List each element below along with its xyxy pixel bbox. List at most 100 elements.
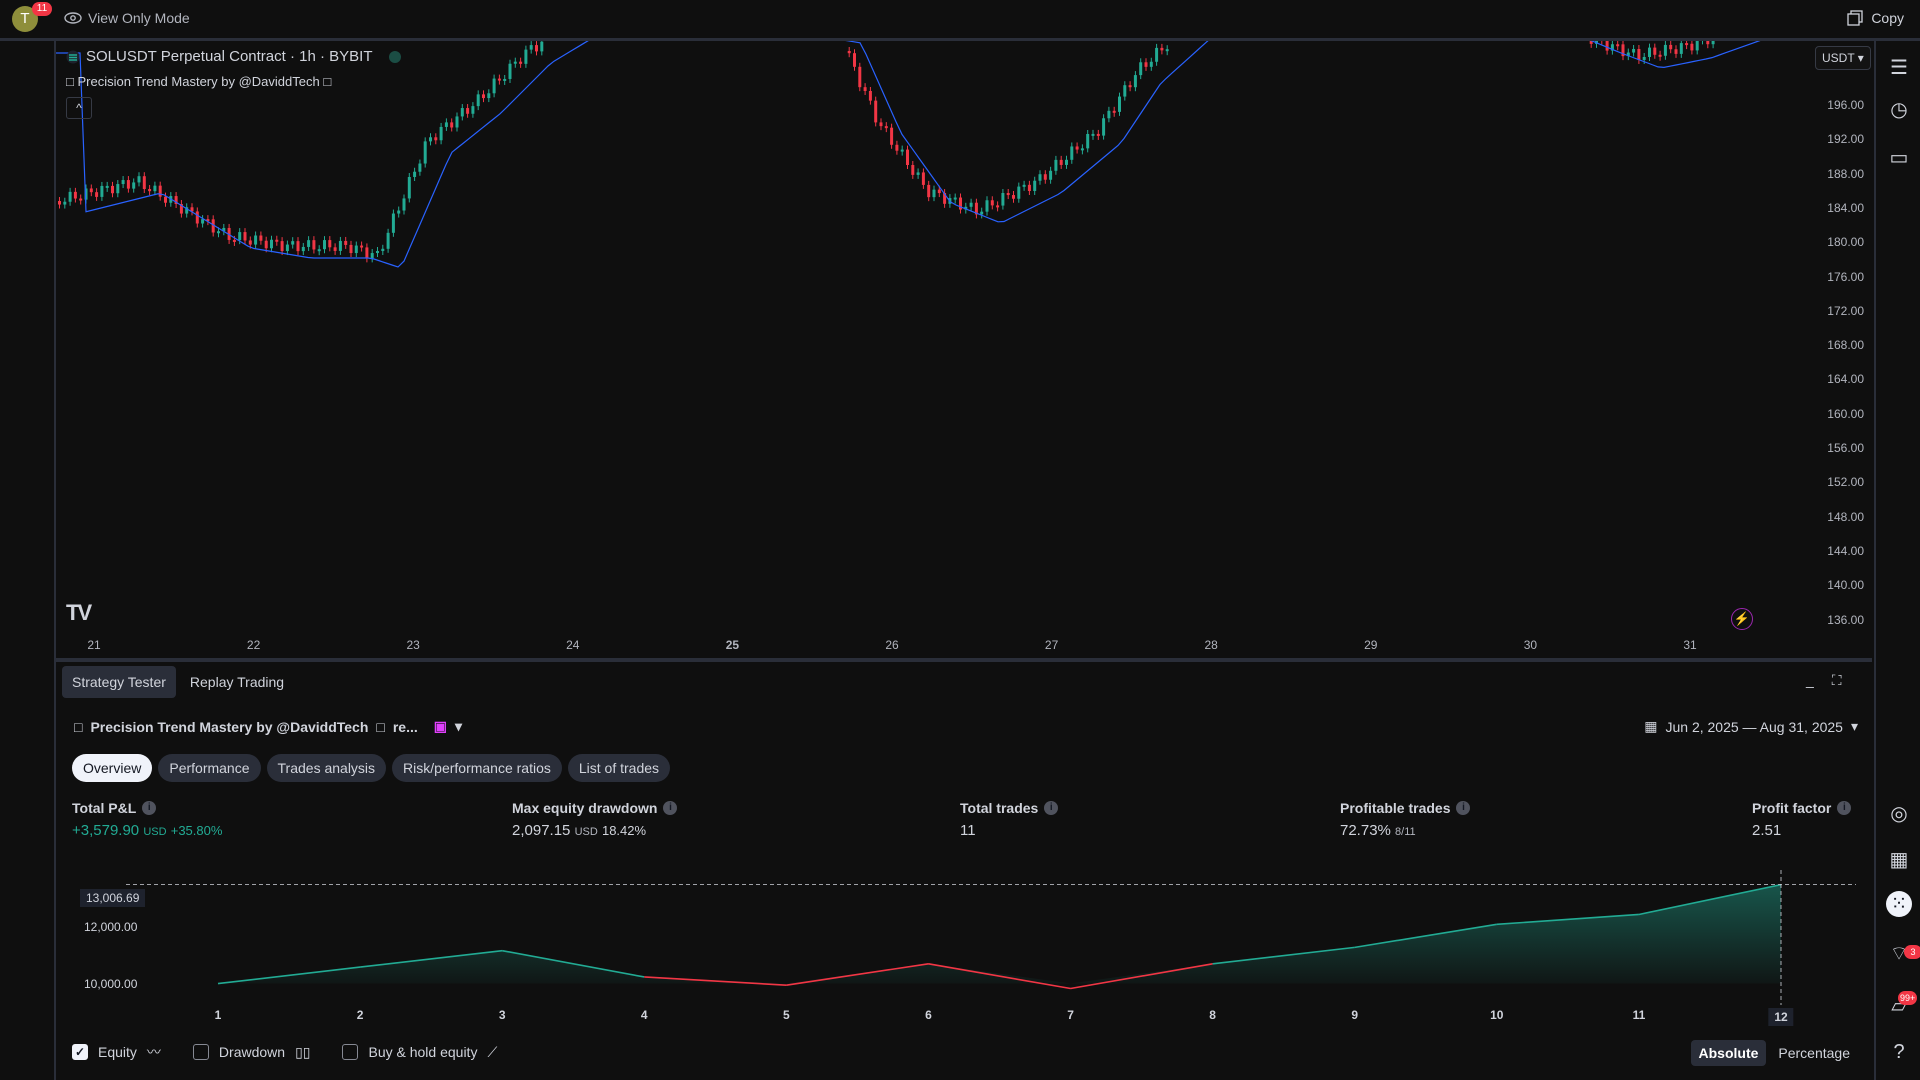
metric-value: 72.73% xyxy=(1340,822,1391,839)
candle-body xyxy=(1012,195,1015,199)
price-axis[interactable]: 196.00 192.00 188.00 184.00 180.00 176.00 172.… xyxy=(1810,41,1872,658)
candle-body xyxy=(68,191,72,202)
info-icon[interactable]: i xyxy=(1837,801,1852,815)
equity-y-tick: 10,000.00 xyxy=(84,977,138,991)
metric-value: 11 xyxy=(960,822,976,839)
time-tick: 21 xyxy=(87,638,101,652)
candle-body xyxy=(1149,61,1153,67)
tab-replay-trading[interactable]: Replay Trading xyxy=(189,674,285,690)
info-icon[interactable]: i xyxy=(1044,801,1059,815)
candle-body xyxy=(423,141,427,164)
candle-body xyxy=(365,247,369,259)
info-icon[interactable]: i xyxy=(663,801,678,815)
speedometer-icon[interactable]: ◎ xyxy=(1890,803,1908,825)
metric-label: Max equity drawdown xyxy=(512,800,658,816)
candle-body xyxy=(121,180,125,185)
help-icon[interactable]: ? xyxy=(1893,1041,1905,1063)
chevron-down-icon[interactable]: ▾ xyxy=(455,718,463,734)
candle-body xyxy=(407,176,411,199)
strategy-box-icon: □ xyxy=(376,718,385,735)
panel-window-controls: _ ⛶ xyxy=(1806,672,1842,689)
candle-body xyxy=(471,106,475,114)
alarm-clock-icon[interactable]: ◷ xyxy=(1890,99,1908,121)
equity-x-tick: 1 xyxy=(214,1008,222,1022)
minimize-icon[interactable]: _ xyxy=(1806,672,1814,688)
notifications-badge: 99+ xyxy=(1898,991,1918,1005)
broadcast-badge: 3 xyxy=(1904,945,1920,959)
symbol-legend[interactable]: SOLUSDT Perpetual Contract · 1h · BYBIT xyxy=(66,48,401,65)
subtab-performance[interactable]: Performance xyxy=(158,754,261,782)
candle-body xyxy=(990,200,994,206)
pane-divider[interactable] xyxy=(56,658,1872,662)
subtab-risk-ratios[interactable]: Risk/performance ratios xyxy=(392,754,562,782)
right-toolbar: ☰ ◷ ▭ ◎ ▦ ⁙ ⌔ 3 ▱ 99+ ? xyxy=(1874,41,1920,1080)
absolute-button[interactable]: Absolute xyxy=(1690,1040,1767,1066)
chat-icon[interactable]: ▭ xyxy=(1889,147,1909,169)
currency-select[interactable]: USDT ▾ xyxy=(1815,46,1871,70)
metric-ratio: 8/11 xyxy=(1395,826,1416,838)
candle-body xyxy=(466,108,470,114)
price-tick: 172.00 xyxy=(1827,303,1864,318)
price-chart-pane[interactable] xyxy=(56,41,1872,658)
percentage-button[interactable]: Percentage xyxy=(1778,1045,1850,1061)
candle-body xyxy=(307,240,311,247)
checkbox-icon xyxy=(342,1044,359,1060)
candle-body xyxy=(874,100,878,123)
calendar-icon[interactable]: ▦ xyxy=(1889,849,1909,871)
subtab-trades-analysis[interactable]: Trades analysis xyxy=(266,754,387,782)
date-range-selector[interactable]: ▦ Jun 2, 2025 — Aug 31, 2025 ▾ xyxy=(1644,718,1858,735)
buy-hold-checkbox[interactable]: Buy & hold equity ⟋ xyxy=(342,1042,497,1062)
subtab-overview[interactable]: Overview xyxy=(72,754,153,782)
collapse-legend-button[interactable]: ^ xyxy=(66,97,92,119)
indicator-label: Precision Trend Mastery by @DaviddTech xyxy=(77,74,320,89)
checkbox-icon xyxy=(192,1044,209,1060)
candle-body xyxy=(190,207,194,212)
equity-x-tick: 9 xyxy=(1351,1008,1359,1022)
candle-body xyxy=(1160,47,1164,51)
candle-body xyxy=(280,241,284,252)
info-icon[interactable]: i xyxy=(1456,801,1471,815)
candle-body xyxy=(503,78,507,81)
equity-x-tick: 8 xyxy=(1209,1008,1216,1022)
candle-body xyxy=(391,213,395,233)
apps-grid-icon[interactable]: ⁙ xyxy=(1886,891,1912,917)
candle-body xyxy=(1679,43,1683,54)
lightning-icon[interactable]: ⚡ xyxy=(1731,608,1753,630)
candle-body xyxy=(460,108,464,117)
strategy-calendar-icon[interactable]: ▣ xyxy=(433,718,447,734)
metric-unit: USD xyxy=(574,826,598,838)
candle-body xyxy=(900,149,904,152)
info-icon[interactable]: i xyxy=(142,801,157,815)
candle-body xyxy=(370,253,374,259)
subtab-list-of-trades[interactable]: List of trades xyxy=(567,754,671,782)
drawdown-checkbox[interactable]: Drawdown ▯▯ xyxy=(192,1042,310,1062)
equity-x-tick: 5 xyxy=(783,1008,790,1022)
broadcast-icon[interactable]: ⌔ xyxy=(1889,943,1909,965)
time-tick: 26 xyxy=(885,638,899,652)
equity-chart[interactable] xyxy=(56,870,1866,1030)
indicator-legend[interactable]: □ Precision Trend Mastery by @DaviddTech… xyxy=(66,74,331,89)
watchlist-icon[interactable]: ☰ xyxy=(1890,57,1908,79)
candle-body xyxy=(529,45,533,50)
candle-body xyxy=(1642,56,1646,60)
tradingview-logo[interactable]: TV xyxy=(66,600,92,625)
candle-body xyxy=(1155,47,1159,62)
strategy-selector[interactable]: □ Precision Trend Mastery by @DaviddTech… xyxy=(74,718,462,735)
candle-body xyxy=(1001,193,1005,206)
candle-body xyxy=(132,182,136,189)
candle-body xyxy=(397,210,401,214)
candle-body xyxy=(84,188,88,200)
candle-body xyxy=(487,93,491,99)
candlestick-chart[interactable] xyxy=(56,41,1810,634)
candle-body xyxy=(291,241,295,245)
candle-body xyxy=(275,239,279,242)
maximize-icon[interactable]: ⛶ xyxy=(1831,672,1842,688)
copy-button[interactable]: Copy xyxy=(1847,10,1904,26)
equity-checkbox[interactable]: ✓ Equity 〰 xyxy=(72,1042,161,1062)
candle-body xyxy=(540,41,544,52)
time-axis[interactable]: 21 22 23 24 25 26 27 28 29 30 31 xyxy=(56,634,1810,656)
tab-strategy-tester[interactable]: Strategy Tester xyxy=(62,666,176,698)
eye-icon xyxy=(64,12,82,24)
candle-body xyxy=(296,241,300,252)
candle-body xyxy=(879,122,883,127)
